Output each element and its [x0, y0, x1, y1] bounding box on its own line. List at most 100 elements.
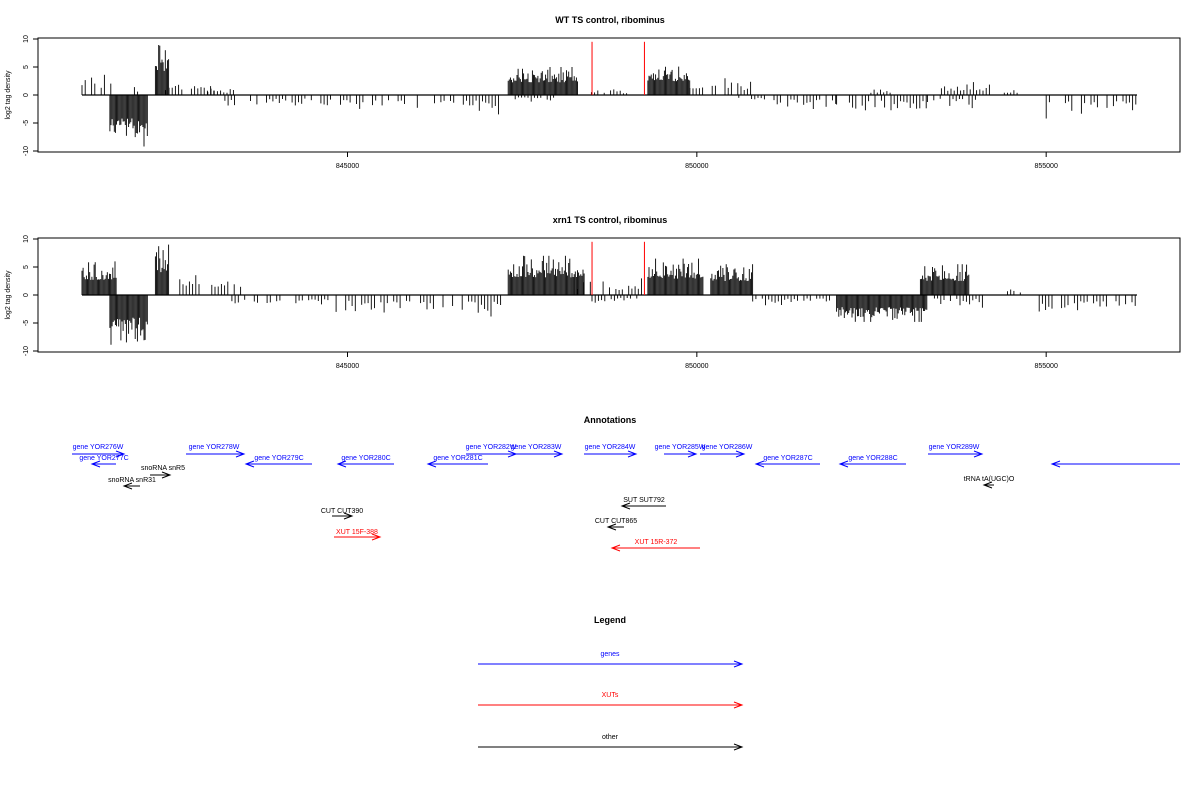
annotation-feature: CUT CUT390 [321, 508, 363, 520]
y-tick-label: -10 [23, 146, 30, 156]
legend-arrow [478, 660, 744, 668]
y-tick-label: 10 [23, 235, 30, 243]
y-tick-label: 0 [23, 293, 30, 297]
x-tick-label: 855000 [1034, 363, 1057, 370]
annotation-feature: gene YOR287C [754, 455, 820, 468]
panel-title: WT TS control, ribominus [555, 15, 665, 25]
legend-label: other [602, 734, 619, 741]
y-axis-label: log2 tag density [5, 270, 12, 320]
arrow-head [620, 502, 631, 510]
track-panel-wt: WT TS control, ribominus log2 tag densit… [5, 15, 1181, 170]
arrow-head [627, 450, 638, 458]
x-tick-label: 845000 [336, 363, 359, 370]
legend-item-XUTs: XUTs [478, 692, 744, 709]
annotation-feature: gene YOR281C [426, 455, 488, 468]
legend-arrow [478, 743, 744, 751]
arrow-head [553, 450, 564, 458]
feature-arrow [426, 460, 488, 468]
y-tick-label: 5 [23, 65, 30, 69]
feature-label: gene YOR282W [466, 444, 517, 451]
feature-label: snoRNA snR5 [141, 465, 185, 472]
feature-arrow [122, 482, 140, 490]
arrow-head [733, 701, 744, 709]
y-tick-label: -5 [23, 120, 30, 126]
y-tick-label: 0 [23, 93, 30, 97]
feature-arrow [336, 460, 394, 468]
feature-arrow [244, 460, 312, 468]
annotation-feature: gene YOR279C [244, 455, 312, 468]
arrow-head [1050, 460, 1061, 468]
feature-arrow [186, 450, 246, 458]
arrow-head [982, 481, 993, 489]
arrow-head [115, 450, 126, 458]
legend-arrow [478, 701, 744, 709]
feature-label: gene YOR289W [929, 444, 980, 451]
feature-label: SUT SUT792 [623, 497, 665, 504]
feature-arrow [610, 544, 700, 552]
feature-label: gene YOR285W [655, 444, 706, 451]
legend-panel: Legend genes XUTs other [478, 615, 744, 751]
annotations-title: Annotations [584, 415, 637, 425]
feature-label: snoRNA snR31 [108, 477, 156, 484]
arrow-head [733, 743, 744, 751]
arrow-head [244, 460, 255, 468]
annotation-feature: XUT 15R-372 [610, 539, 700, 552]
feature-arrow [982, 481, 994, 489]
feature-label: gene YOR276W [73, 444, 124, 451]
arrow-head [235, 450, 246, 458]
legend-label: genes [600, 651, 620, 658]
annotation-feature: gene YOR288C [838, 455, 906, 468]
feature-label: CUT CUT390 [321, 508, 363, 515]
annotation-feature: gene YOR277C [79, 455, 129, 468]
arrow-head [371, 533, 382, 541]
feature-label: gene YOR287C [763, 455, 812, 462]
x-tick-label: 850000 [685, 363, 708, 370]
feature-arrow [508, 450, 564, 458]
feature-arrow [754, 460, 820, 468]
feature-label: gene YOR278W [189, 444, 240, 451]
arrow-head [838, 460, 849, 468]
legend-title: Legend [594, 615, 626, 625]
annotation-feature: gene YOR289W [928, 444, 984, 458]
track-panel-xrn1: xrn1 TS control, ribominus log2 tag dens… [5, 215, 1181, 370]
y-axis-label: log2 tag density [5, 70, 12, 120]
annotation-feature [1050, 460, 1180, 468]
arrow-head [122, 482, 133, 490]
annotation-feature: gene YOR284W [584, 444, 638, 458]
y-tick-label: 10 [23, 35, 30, 43]
annotation-feature: snoRNA snR5 [141, 465, 185, 479]
feature-arrow [584, 450, 638, 458]
feature-arrow [606, 523, 624, 531]
annotation-feature: XUT 15F-388 [334, 529, 382, 541]
feature-label: gene YOR277C [79, 455, 128, 462]
annotation-feature: gene YOR278W [186, 444, 246, 458]
axes: 10 5 0 -5 -10 845000 850000 855000 [23, 235, 1058, 370]
legend-item-genes: genes [478, 651, 744, 668]
feature-arrow [838, 460, 906, 468]
annotation-feature: SUT SUT792 [620, 497, 666, 510]
feature-label: gene YOR283W [511, 444, 562, 451]
arrow-head [161, 471, 172, 479]
x-tick-label: 850000 [685, 163, 708, 170]
annotation-feature: CUT CUT865 [595, 518, 637, 531]
feature-arrow [700, 450, 746, 458]
density-bars [81, 241, 1137, 345]
feature-label: XUT 15R-372 [635, 539, 678, 546]
annotation-feature: gene YOR276W [72, 444, 126, 458]
feature-label: gene YOR280C [341, 455, 390, 462]
feature-arrow [90, 460, 116, 468]
panel-title: xrn1 TS control, ribominus [553, 215, 668, 225]
arrow-head [606, 523, 617, 531]
annotation-feature: gene YOR283W [508, 444, 564, 458]
arrow-head [610, 544, 621, 552]
arrow-head [754, 460, 765, 468]
x-tick-label: 845000 [336, 163, 359, 170]
arrow-head [90, 460, 101, 468]
density-bars [81, 41, 1137, 147]
legend-items: genes XUTs other [478, 651, 744, 751]
feature-label: gene YOR284W [585, 444, 636, 451]
annotation-feature: gene YOR280C [336, 455, 394, 468]
arrow-head [733, 660, 744, 668]
feature-arrow [664, 450, 698, 458]
feature-label: gene YOR286W [702, 444, 753, 451]
